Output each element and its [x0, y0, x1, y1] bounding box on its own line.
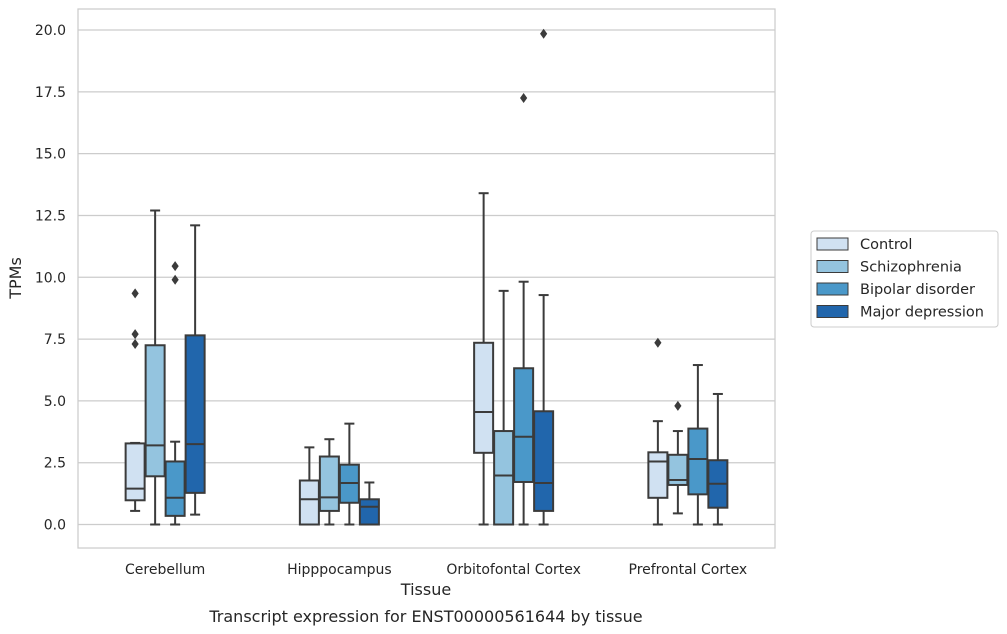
- legend-entry-label: Bipolar disorder: [860, 282, 975, 298]
- outlier-point: [520, 93, 528, 104]
- plot-frame: [77, 8, 776, 549]
- y-tick-label: 20.0: [35, 23, 66, 39]
- box-group: [298, 446, 320, 526]
- box-group: [533, 28, 555, 526]
- y-tick-label: 5.0: [44, 394, 66, 410]
- y-tick-label: 10.0: [35, 270, 66, 286]
- plot-area: [124, 28, 729, 526]
- box-group: [338, 422, 360, 526]
- legend-swatch: [816, 260, 849, 273]
- x-tick-label: Hipppocampus: [287, 562, 392, 578]
- legend-swatch: [816, 305, 849, 318]
- legend-entry-label: Schizophrenia: [860, 260, 962, 276]
- y-tick-label: 17.5: [35, 85, 66, 101]
- x-tick-label: Prefrontal Cortex: [629, 562, 748, 578]
- outlier-point: [131, 329, 139, 340]
- box-group: [144, 209, 166, 526]
- box-group: [667, 400, 689, 515]
- legend-swatch: [816, 282, 849, 296]
- box: [687, 427, 709, 496]
- box: [164, 460, 186, 517]
- gridlines: [78, 29, 775, 526]
- y-tick-label: 2.5: [44, 456, 66, 472]
- outlier-point: [171, 261, 179, 272]
- legend-swatch: [816, 237, 849, 251]
- box: [647, 451, 669, 499]
- y-axis-label: TPMs: [6, 257, 25, 300]
- box-group: [184, 224, 206, 516]
- box: [298, 479, 320, 526]
- x-tick-label: Cerebellum: [125, 562, 205, 578]
- y-tick-labels: 0.0 2.5 5.0 7.5 10.0 12.5 15.0 17.5 20.0: [35, 23, 66, 533]
- box: [184, 334, 206, 494]
- outlier-point: [674, 400, 682, 411]
- box: [358, 498, 380, 526]
- box-group: [493, 289, 515, 526]
- outlier-point: [171, 274, 179, 285]
- box-group: [358, 481, 380, 526]
- box-group: [707, 392, 729, 526]
- box: [318, 455, 340, 512]
- box: [513, 367, 535, 483]
- legend: Control Schizophrenia Bipolar disorder Majo…: [810, 230, 999, 328]
- x-tick-label: Orbitofontal Cortex: [446, 562, 581, 578]
- box: [144, 344, 166, 478]
- y-tick-label: 7.5: [44, 332, 66, 348]
- outlier-point: [131, 288, 139, 299]
- y-tick-label: 15.0: [35, 147, 66, 163]
- box: [473, 341, 495, 454]
- box-group: [164, 261, 186, 526]
- box-group: [513, 93, 535, 526]
- box: [533, 410, 555, 512]
- y-tick-label: 0.0: [44, 518, 66, 534]
- box-group: [647, 337, 669, 526]
- legend-frame: [810, 230, 999, 328]
- chart-title: Transcript expression for ENST0000056164…: [208, 607, 642, 626]
- box-group: [687, 364, 709, 526]
- y-tick-label: 12.5: [35, 208, 66, 224]
- box: [124, 442, 146, 502]
- x-axis-label: Tissue: [400, 580, 451, 599]
- box-group: [473, 192, 495, 526]
- outlier-point: [654, 337, 662, 348]
- outlier-point: [540, 28, 548, 39]
- box-group: [124, 288, 146, 512]
- box-group: [318, 438, 340, 526]
- legend-entry-label: Control: [860, 237, 912, 253]
- box: [493, 430, 515, 526]
- x-tick-labels: Cerebellum Hipppocampus Orbitofontal Corte…: [125, 562, 747, 578]
- outlier-point: [131, 339, 139, 350]
- legend-entry-label: Major depression: [860, 305, 984, 321]
